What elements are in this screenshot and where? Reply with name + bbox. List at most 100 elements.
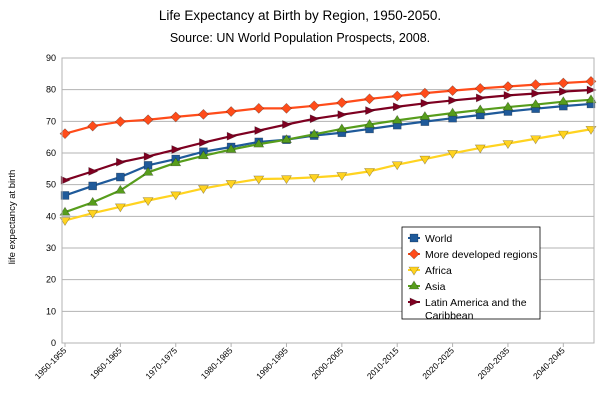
data-point (170, 157, 182, 167)
data-point (199, 138, 210, 148)
y-tick-label: 40 (46, 211, 56, 221)
data-point (170, 111, 182, 123)
data-point (114, 116, 126, 128)
data-point (448, 95, 459, 105)
data-point (365, 106, 376, 116)
data-point (197, 150, 209, 160)
legend-marker (409, 233, 419, 243)
data-point (142, 197, 154, 207)
data-point (447, 150, 459, 159)
data-point (143, 152, 154, 161)
legend-item-4: Latin America and the Caribbean (408, 297, 527, 322)
legend-label: Asia (425, 281, 446, 293)
data-point (391, 114, 403, 124)
data-point (531, 89, 542, 98)
plot-area (61, 57, 595, 344)
x-tick-label: 2040-2045 (531, 345, 567, 381)
series-line (64, 88, 592, 182)
data-point (225, 180, 237, 189)
legend-item-1: More developed regions (408, 248, 538, 261)
x-axis-ticks: 1950-1955 1960-1965 1970-1975 1980-1985 1990… (33, 343, 567, 381)
data-point (253, 138, 265, 148)
data-point (281, 102, 292, 114)
y-tick-label: 70 (46, 116, 56, 126)
data-point (226, 131, 237, 141)
chart-subtitle: Source: UN World Population Prospects, 2… (170, 31, 430, 45)
data-point (336, 172, 348, 182)
y-tick-label: 20 (46, 275, 56, 285)
y-tick-label: 10 (46, 306, 56, 316)
legend-item-2: Africa (408, 265, 452, 277)
data-point (197, 108, 209, 120)
data-point (586, 85, 597, 95)
y-tick-label: 50 (46, 180, 56, 190)
data-point (391, 161, 403, 171)
legend-marker (408, 280, 420, 290)
data-point (559, 87, 570, 97)
y-axis-label: life expectancy at birth (7, 170, 18, 265)
data-point (142, 166, 154, 176)
series-line (64, 98, 592, 214)
data-point (474, 144, 486, 154)
data-point (308, 100, 320, 112)
x-tick-label: 1990-1995 (254, 345, 290, 381)
x-tick-label: 1980-1985 (199, 345, 235, 381)
y-tick-label: 80 (46, 85, 56, 95)
data-point (280, 175, 293, 185)
data-point (225, 106, 237, 117)
data-point (87, 196, 99, 206)
legend: World More developed regions Africa Asia Lat… (401, 226, 541, 322)
data-point (171, 145, 182, 154)
y-axis-ticks: 0 10 20 30 40 50 60 70 80 90 (46, 53, 56, 348)
data-point (280, 134, 293, 143)
data-point (116, 157, 127, 167)
data-point (419, 87, 431, 99)
x-tick-label: 2020-2025 (420, 345, 456, 381)
series-line (64, 128, 592, 222)
data-point (197, 185, 209, 195)
data-point (530, 98, 542, 108)
data-point (336, 97, 348, 109)
data-point (474, 82, 486, 94)
data-point (253, 175, 265, 185)
x-tick-label: 2000-2005 (309, 345, 345, 381)
legend-marker (408, 248, 420, 260)
data-point (308, 128, 320, 138)
data-point (502, 101, 514, 111)
data-point (391, 90, 403, 102)
data-point (87, 120, 99, 132)
legend-item-0: World (408, 233, 452, 245)
data-point (308, 174, 320, 183)
data-point (475, 93, 487, 103)
series-4 (60, 85, 597, 185)
legend-label: Latin America and the Caribbean (425, 297, 527, 322)
data-point (170, 191, 182, 201)
data-point (364, 93, 375, 105)
data-point (420, 98, 431, 108)
series-group (59, 76, 597, 227)
data-point (363, 168, 376, 177)
legend-item-3: Asia (408, 280, 446, 293)
data-point (60, 191, 70, 200)
y-tick-label: 60 (46, 148, 56, 158)
data-point (474, 104, 486, 114)
data-point (447, 85, 459, 97)
series-2 (59, 125, 597, 227)
data-point (114, 203, 126, 213)
data-point (530, 135, 542, 145)
y-tick-label: 90 (46, 53, 56, 63)
data-point (116, 172, 125, 182)
x-tick-label: 1960-1965 (88, 345, 124, 381)
data-point (557, 130, 569, 140)
chart-title: Life Expectancy at Birth by Region, 1950… (159, 8, 441, 23)
data-point (419, 155, 431, 165)
data-point (530, 79, 542, 91)
data-point (419, 111, 431, 120)
legend-label: Africa (425, 265, 452, 277)
data-point (87, 209, 99, 219)
y-tick-label: 0 (51, 338, 56, 348)
data-point (502, 140, 514, 150)
data-point (392, 102, 403, 112)
x-tick-label: 1970-1975 (143, 345, 179, 381)
